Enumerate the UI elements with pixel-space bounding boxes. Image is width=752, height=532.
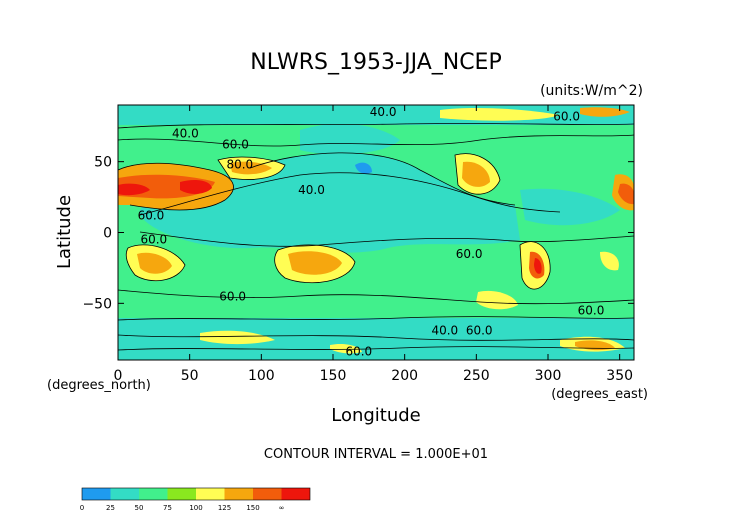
contour-interval-text: CONTOUR INTERVAL = 1.000E+01 bbox=[264, 447, 488, 462]
north-america-core bbox=[462, 161, 490, 187]
contour-label: 40.0 bbox=[431, 323, 458, 337]
contour-label: 60.0 bbox=[466, 323, 493, 337]
colorbar-swatch bbox=[196, 488, 225, 500]
units-label: (units:W/m^2) bbox=[540, 83, 643, 99]
contour-line bbox=[249, 152, 516, 206]
contour-label: 60.0 bbox=[219, 289, 246, 303]
x-tick-label: 50 bbox=[181, 368, 199, 384]
contour-label: 60.0 bbox=[222, 138, 249, 152]
colorbar-frame bbox=[81, 487, 311, 501]
colorbar-tick-label: 50 bbox=[135, 504, 144, 512]
x-axis-label: Longitude bbox=[331, 405, 421, 426]
contour-label: 60.0 bbox=[578, 303, 605, 317]
colorbar-tick-label: 0 bbox=[80, 504, 84, 512]
contour-line bbox=[125, 244, 186, 282]
x-tick-label: 250 bbox=[463, 368, 490, 384]
colorbar-tick-label: ∞ bbox=[279, 504, 285, 512]
antarctic-streak-4 bbox=[330, 343, 362, 354]
north-pacific-region bbox=[300, 123, 400, 155]
x-unit-label: (degrees_east) bbox=[551, 387, 648, 402]
australia-core bbox=[288, 251, 342, 275]
colorbar-swatch bbox=[281, 488, 310, 500]
sahara-peak bbox=[180, 180, 212, 194]
contour-label: 60.0 bbox=[345, 345, 372, 359]
colorbar: 0 25 50 75 100 125 150 ∞ bbox=[80, 487, 311, 512]
colorbar-tick-label: 100 bbox=[189, 504, 202, 512]
sahara-west-peak bbox=[118, 183, 150, 196]
contour-line bbox=[118, 134, 634, 147]
antarctic-streak-1 bbox=[200, 330, 275, 345]
atlantic-region bbox=[520, 188, 620, 226]
colorbar-swatch bbox=[139, 488, 168, 500]
south-atlantic-patch bbox=[476, 290, 518, 310]
x-tick-label: 300 bbox=[535, 368, 562, 384]
y-tick-label: 50 bbox=[94, 155, 112, 171]
arctic-streak-2 bbox=[580, 107, 630, 117]
contour-label: 60.0 bbox=[138, 209, 165, 223]
colorbar-tick-label: 25 bbox=[106, 504, 115, 512]
contour-line bbox=[118, 334, 634, 341]
contour-line bbox=[118, 289, 634, 305]
y-unit-label: (degrees_north) bbox=[47, 378, 151, 393]
contour-line bbox=[118, 316, 634, 321]
contour-line bbox=[118, 346, 634, 351]
antarctic-streak-3 bbox=[575, 340, 615, 351]
colorbar-swatch bbox=[167, 488, 196, 500]
contour-line bbox=[139, 172, 561, 216]
contour-label: 40.0 bbox=[298, 183, 325, 197]
contour-line bbox=[274, 244, 356, 284]
contour-line bbox=[118, 162, 234, 211]
southern-africa-core bbox=[137, 252, 172, 274]
east-edge-core bbox=[618, 183, 634, 205]
contour-line bbox=[454, 153, 501, 195]
contour-line bbox=[139, 231, 634, 247]
colorbar-swatch bbox=[253, 488, 282, 500]
x-tick-label: 100 bbox=[248, 368, 275, 384]
plot-area: 40.0 60.0 40.0 60.0 80.0 40.0 60.0 60.0 60.0 60.0… bbox=[117, 104, 635, 361]
y-tick-label: 0 bbox=[103, 226, 112, 242]
x-tick-label: 350 bbox=[606, 368, 633, 384]
arctic-streak bbox=[440, 107, 560, 121]
x-axis: 0 50 100 150 200 250 300 350 bbox=[114, 105, 633, 384]
x-tick-label: 150 bbox=[320, 368, 347, 384]
contour-label: 60.0 bbox=[140, 233, 167, 247]
contour-line bbox=[118, 123, 634, 129]
contour-line bbox=[217, 156, 286, 180]
x-tick-label: 0 bbox=[114, 368, 123, 384]
contour-label: 60.0 bbox=[553, 109, 580, 123]
contour-label: 40.0 bbox=[370, 105, 397, 119]
contour-label: 60.0 bbox=[456, 247, 483, 261]
contour-line bbox=[519, 241, 551, 290]
pacific-low-patch bbox=[355, 162, 372, 174]
contour-label: 80.0 bbox=[226, 158, 253, 172]
colorbar-tick-label: 125 bbox=[218, 504, 231, 512]
y-axis: −50 0 50 bbox=[82, 155, 634, 312]
colorbar-swatch bbox=[110, 488, 139, 500]
south-america-peak bbox=[534, 258, 542, 274]
contour-line-layer bbox=[118, 123, 634, 351]
chart-title: NLWRS_1953-JJA_NCEP bbox=[250, 50, 501, 75]
colorbar-tick-label: 75 bbox=[163, 504, 172, 512]
y-tick-label: −50 bbox=[82, 296, 112, 312]
y-axis-label: Latitude bbox=[54, 195, 75, 269]
colorbar-swatch bbox=[82, 488, 111, 500]
south-indian-patch bbox=[600, 251, 619, 271]
contour-fill-layer bbox=[118, 105, 634, 360]
x-tick-label: 200 bbox=[391, 368, 418, 384]
colorbar-swatch bbox=[224, 488, 253, 500]
colorbar-tick-label: 150 bbox=[246, 504, 259, 512]
contour-label: 40.0 bbox=[172, 126, 199, 140]
contour-label-layer: 40.0 60.0 40.0 60.0 80.0 40.0 60.0 60.0 60.0 60.0… bbox=[138, 105, 605, 358]
